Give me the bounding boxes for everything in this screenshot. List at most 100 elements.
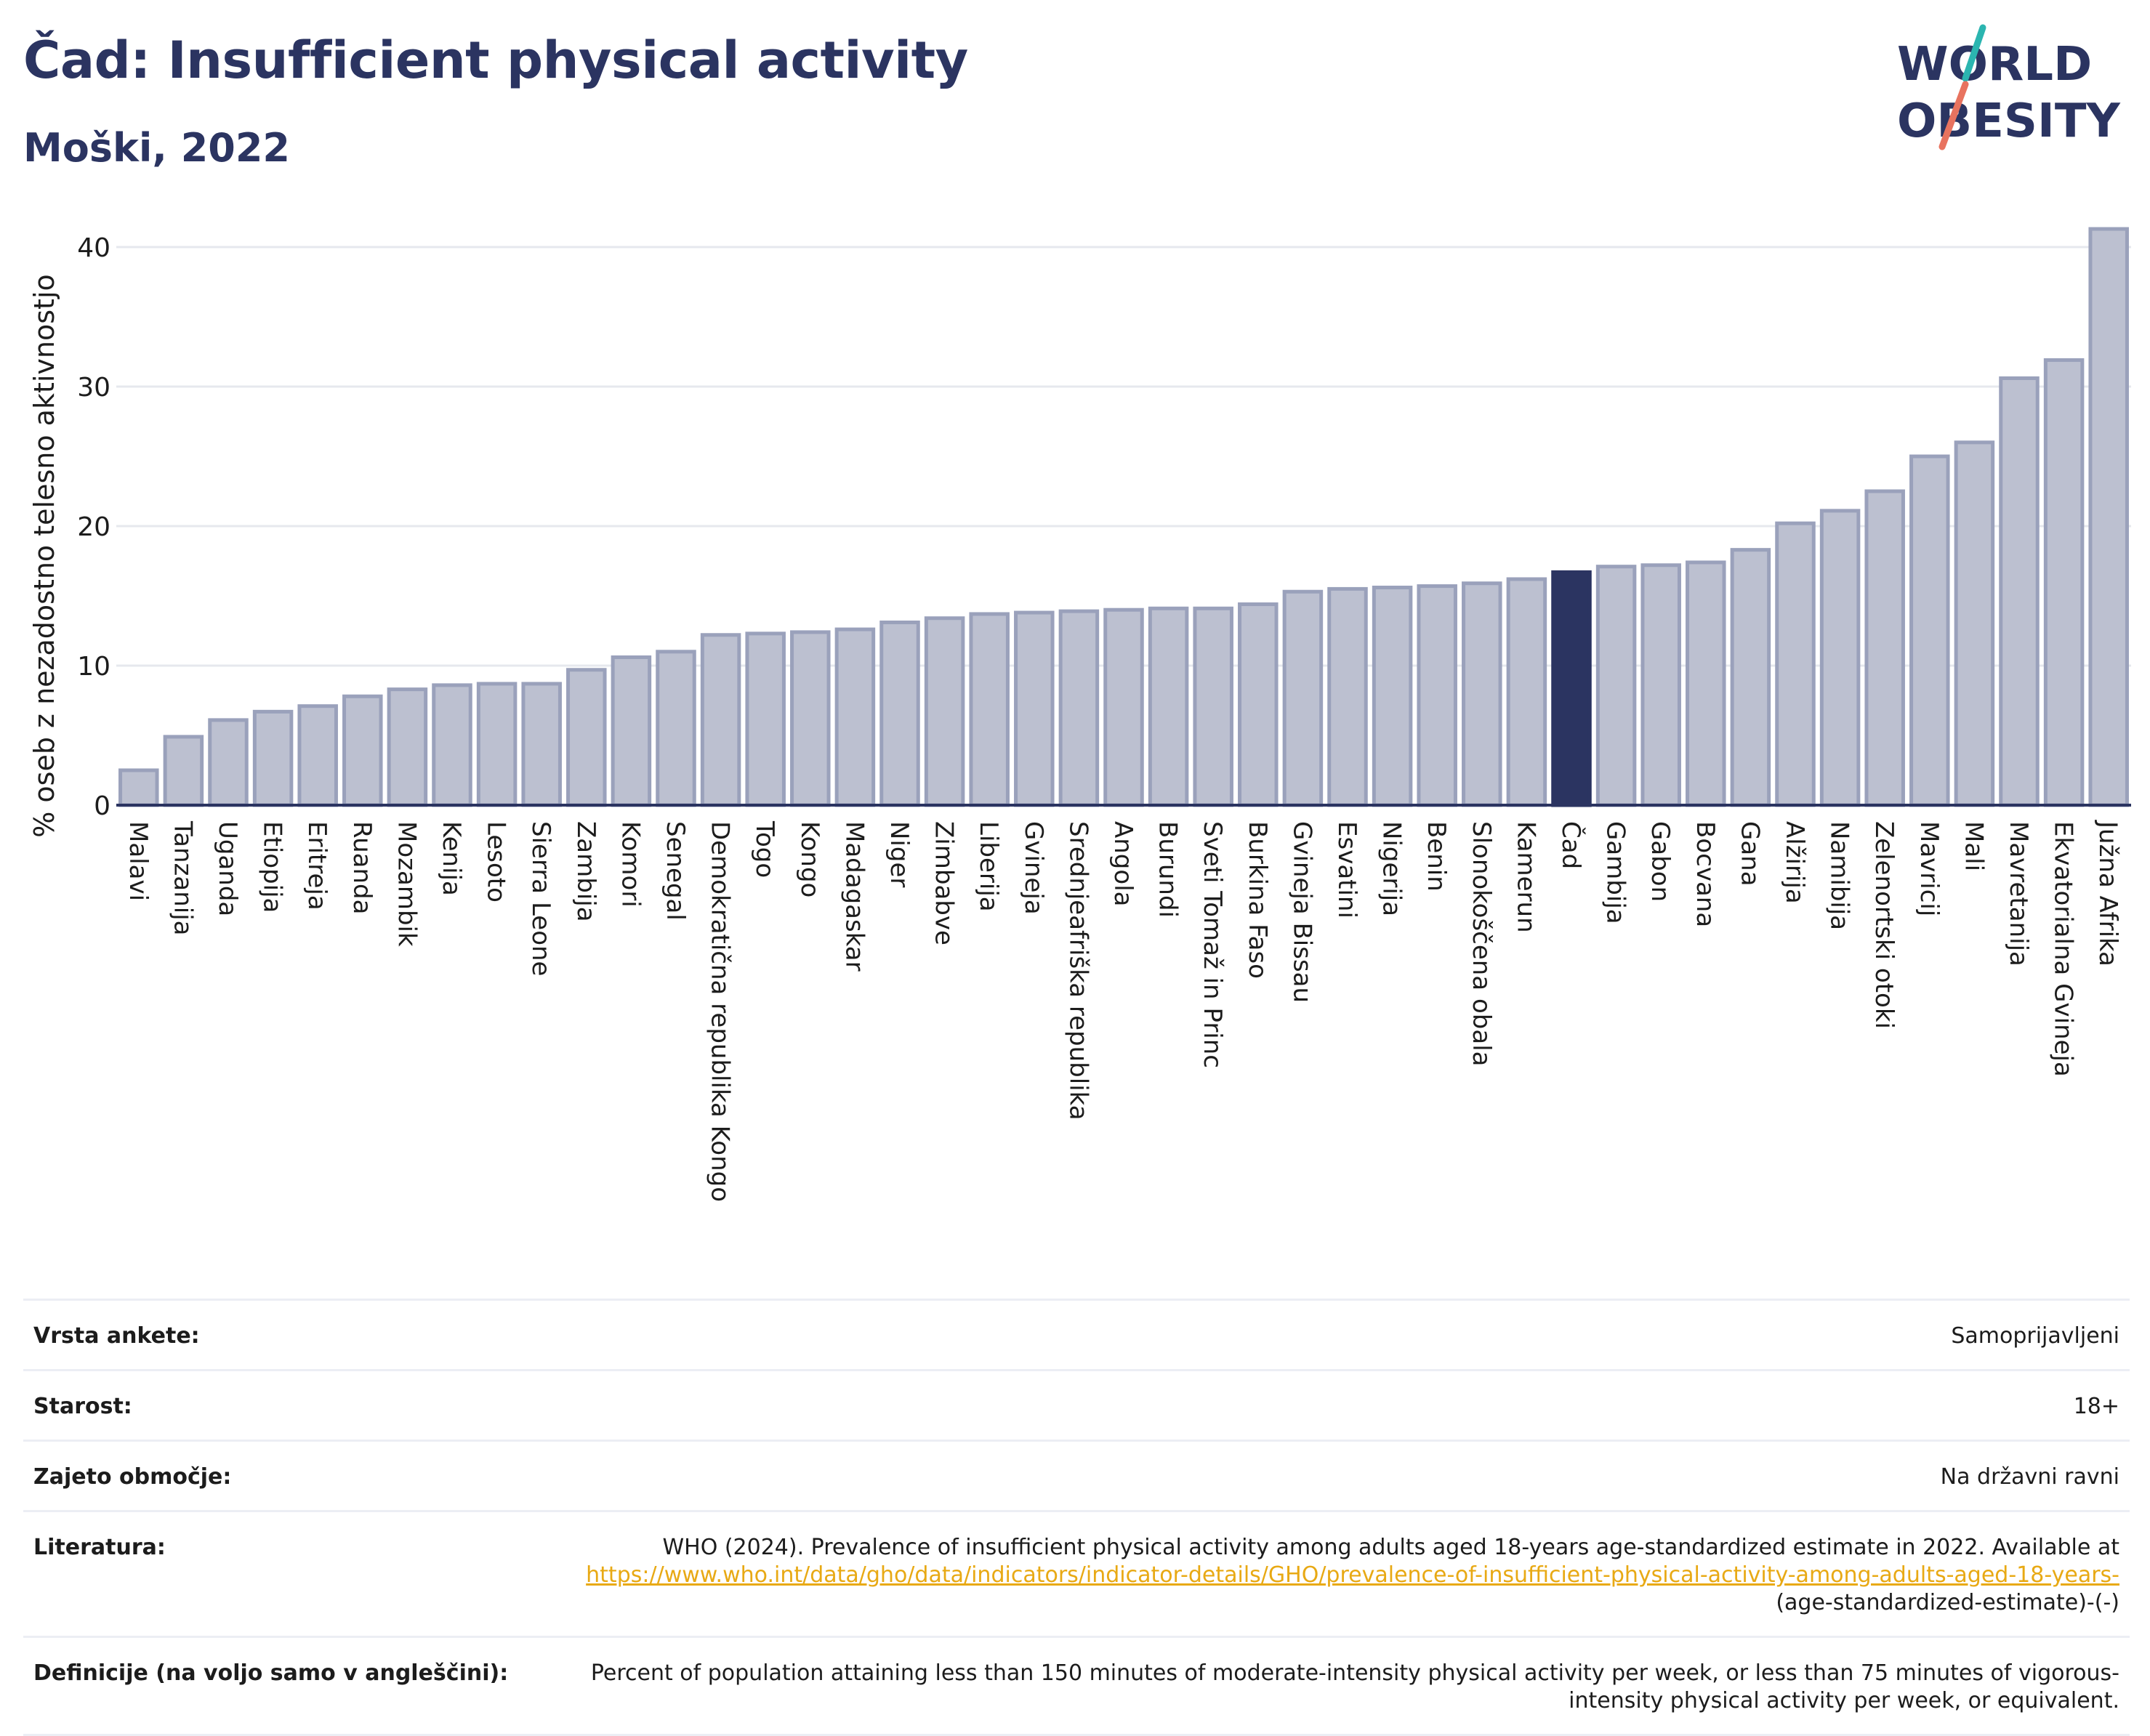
metadata-table: Vrsta ankete: Samoprijavljeni Starost: 1… [23, 1299, 2130, 1736]
bar [208, 718, 249, 807]
y-tick-label: 20 [77, 512, 110, 542]
x-tick-label: Mavricij [1915, 821, 1944, 916]
x-tick-label: Tanzanija [168, 820, 197, 935]
x-tick-label: Madagaskar [840, 821, 869, 972]
logo-teal-slash [1962, 24, 1986, 82]
meta-label: Definicije (na voljo samo v angleščini): [33, 1660, 509, 1686]
bar-chart: 0 10 20 30 40 Malavi Tanzanija Uganda Etiopija E… [28, 227, 2131, 1202]
x-tick-label: Etiopija [258, 821, 287, 913]
x-tick-label: Malavi [124, 821, 153, 901]
x-tick-label: Mali [1959, 821, 1988, 871]
bar [1775, 521, 1816, 807]
x-tick-label: Zambija [571, 821, 600, 922]
x-tick-label: Gabon [1646, 821, 1675, 902]
bar [1506, 577, 1547, 807]
x-tick-label: Burundi [1153, 821, 1183, 918]
x-tick-label: Zimbabve [930, 821, 959, 945]
bar [1640, 563, 1681, 807]
bar [1909, 454, 1950, 807]
x-tick-label: Mozambik [392, 821, 421, 947]
x-tick-label: Komori [616, 821, 645, 908]
bar [2088, 227, 2129, 807]
bar-highlighted [1551, 570, 1592, 807]
bar [387, 687, 428, 807]
x-tick-label: Sveti Tomaž in Princ [1198, 821, 1227, 1068]
world-obesity-logo: WORLD OBESITY [1897, 24, 2120, 150]
bar [1819, 509, 1861, 807]
x-tick-label: Kongo [795, 821, 824, 897]
bar [1999, 376, 2040, 807]
bar [1148, 606, 1189, 807]
bar [1686, 560, 1726, 807]
x-tick-label: Angola [1108, 821, 1138, 906]
y-tick-labels: 0 10 20 30 40 [77, 233, 110, 821]
bar [1014, 610, 1055, 807]
bar [1462, 581, 1502, 807]
bar [700, 633, 741, 807]
meta-row-coverage: Zajeto območje: Na državni ravni [23, 1442, 2130, 1512]
y-tick-label: 10 [77, 652, 110, 682]
bar [924, 616, 965, 807]
bar [1058, 609, 1100, 807]
bar [611, 655, 652, 807]
meta-value: Na državni ravni [1940, 1464, 2119, 1490]
y-tick-label: 40 [77, 233, 110, 263]
x-tick-label: Alžirija [1780, 821, 1809, 904]
x-tick-label: Čad [1556, 821, 1586, 869]
bar [2043, 358, 2085, 807]
bar [163, 735, 204, 807]
x-tick-label: Esvatini [1332, 821, 1361, 919]
x-tick-label: Ekvatorialna Gvineja [2049, 821, 2078, 1077]
meta-value: 18+ [2073, 1394, 2119, 1419]
x-tick-label: Srednjeafriška republika [1063, 821, 1092, 1121]
meta-row-definitions: Definicije (na voljo samo v angleščini):… [23, 1638, 2130, 1736]
x-tick-label: Slonokoščena obala [1467, 821, 1496, 1066]
bar [1103, 607, 1144, 807]
x-tick-label: Južna Afrika [2093, 820, 2122, 966]
x-tick-label: Bocvana [1691, 821, 1720, 927]
y-tick-label: 30 [77, 373, 110, 403]
x-tick-label: Eritreja [302, 821, 331, 911]
bar [745, 631, 786, 807]
x-tick-label: Benin [1422, 821, 1451, 892]
y-tick-label: 0 [94, 791, 110, 821]
x-tick-label: Uganda [213, 821, 242, 916]
x-tick-label: Gvineja [1019, 821, 1048, 915]
meta-value: WHO (2024). Prevalence of insufficient p… [557, 1534, 2119, 1617]
x-tick-label: Burkina Faso [1243, 821, 1272, 979]
reference-link[interactable]: https://www.who.int/data/gho/data/indica… [586, 1562, 2119, 1588]
meta-label: Starost: [33, 1394, 132, 1419]
x-tick-label: Niger [885, 821, 914, 887]
x-tick-label: Namibija [1825, 821, 1854, 930]
meta-label: Zajeto območje: [33, 1464, 232, 1490]
x-tick-label: Gana [1735, 821, 1764, 887]
bar [656, 650, 696, 807]
bar [1595, 565, 1637, 807]
bar [566, 668, 607, 807]
x-tick-label: Demokratična republika Kongo [706, 821, 735, 1202]
x-tick-label: Gambija [1601, 821, 1630, 924]
x-tick-label: Lesoto [482, 821, 511, 903]
meta-label: Vrsta ankete: [33, 1323, 200, 1349]
bar [342, 694, 383, 807]
x-tick-label: Liberija [974, 821, 1003, 912]
bar [1238, 602, 1279, 807]
logo-line1: WORLD [1897, 38, 2092, 92]
bar [118, 768, 159, 807]
x-tick-label: Togo [750, 820, 779, 878]
bar [1327, 586, 1368, 807]
meta-value: Samoprijavljeni [1951, 1323, 2119, 1349]
bar [432, 683, 472, 807]
x-tick-label: Sierra Leone [526, 821, 555, 976]
bar [521, 682, 562, 807]
bars [118, 227, 2129, 807]
bar [1193, 606, 1233, 807]
bar [790, 630, 831, 807]
bar [834, 627, 876, 807]
x-tick-label: Mavretanija [2004, 821, 2033, 966]
y-axis-label: % oseb z nezadostno telesno aktivnostjo [28, 274, 60, 838]
bar [252, 709, 294, 807]
bar [969, 612, 1010, 807]
bar [1417, 584, 1457, 807]
reference-suffix: (age-standardized-estimate)-(-) [1776, 1590, 2119, 1615]
